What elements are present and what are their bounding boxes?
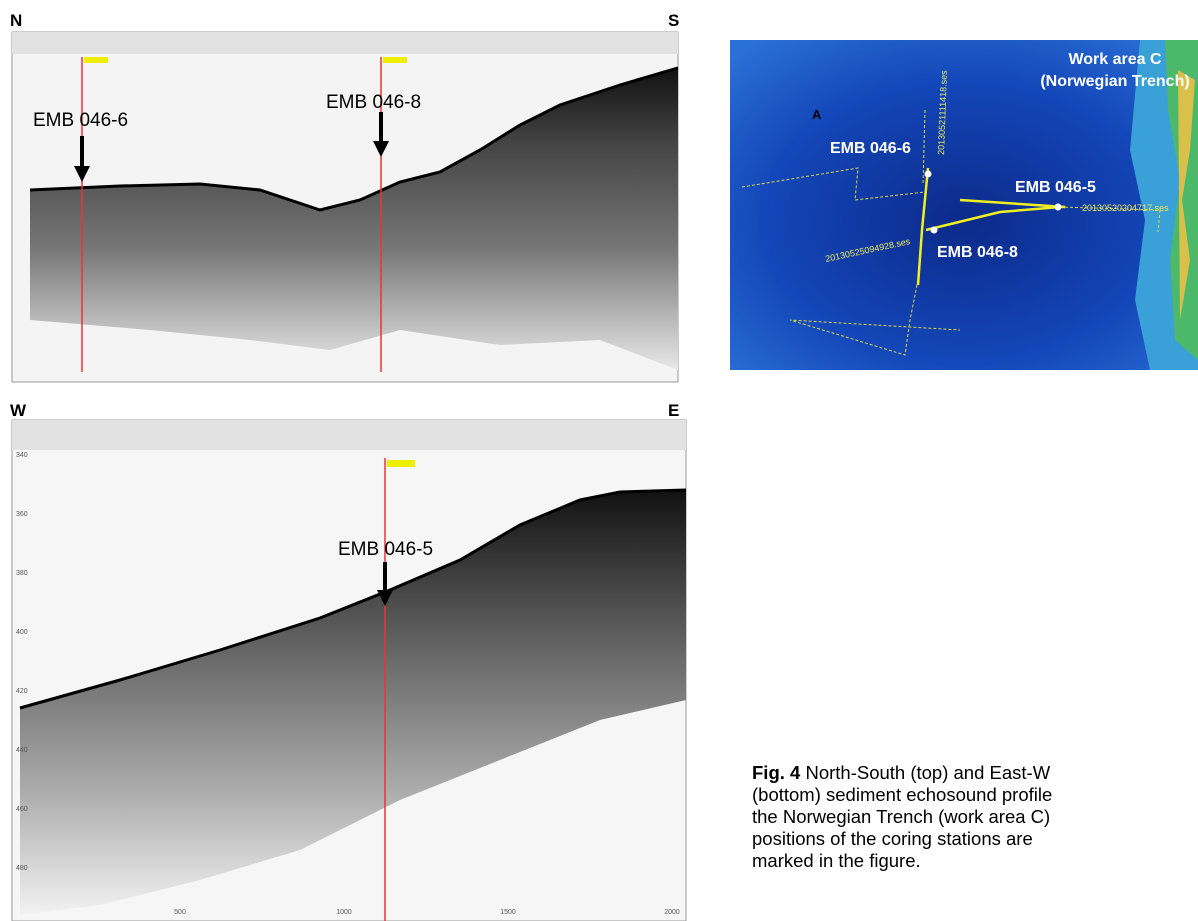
y-tick-label: 380 [16, 570, 28, 577]
map-subtitle: (Norwegian Trench) [1040, 73, 1189, 90]
x-tick-label: 1500 [500, 909, 516, 916]
map-station-label: EMB 046-6 [830, 140, 911, 157]
caption-label: Fig. 4 [752, 762, 800, 783]
direction-label: N [10, 11, 22, 30]
y-tick-label: 440 [16, 747, 28, 754]
caption-line: the Norwegian Trench (work area C) [752, 806, 1052, 828]
y-tick-label: 460 [16, 806, 28, 813]
station-dot [931, 227, 938, 234]
x-tick-label: 500 [174, 909, 186, 916]
map-station-label: EMB 046-8 [937, 244, 1018, 261]
caption-line: (bottom) sediment echosound profile [752, 784, 1052, 806]
direction-label: E [668, 401, 679, 420]
track-label: 20130520204717.ses [1082, 203, 1169, 213]
station-dot [1055, 204, 1062, 211]
profile-header [12, 32, 678, 54]
marker-tag [383, 57, 407, 63]
station-label: EMB 046-8 [326, 92, 421, 113]
map-label: A [812, 107, 822, 122]
caption-text: North-South (top) and East-W [805, 762, 1050, 783]
caption-line: Fig. 4 North-South (top) and East-W [752, 762, 1052, 784]
y-tick-label: 400 [16, 629, 28, 636]
page: N S EMB 046-6 EMB 046-8 Work area C (Nor… [0, 0, 1198, 921]
direction-label: W [10, 401, 27, 420]
profile-header [12, 420, 686, 450]
y-tick-label: 340 [16, 452, 28, 459]
map-station-label: EMB 046-5 [1015, 179, 1096, 196]
y-tick-label: 480 [16, 865, 28, 872]
y-tick-label: 420 [16, 688, 28, 695]
station-label: EMB 046-6 [33, 110, 128, 131]
direction-label: S [668, 11, 679, 30]
station-dot [925, 171, 932, 178]
marker-tag [84, 57, 108, 63]
map-title: Work area C [1068, 51, 1162, 68]
y-tick-label: 360 [16, 511, 28, 518]
x-tick-label: 1000 [336, 909, 352, 916]
station-label: EMB 046-5 [338, 539, 433, 560]
marker-tag [387, 460, 415, 467]
caption-line: positions of the coring stations are [752, 828, 1052, 850]
caption-line: marked in the figure. [752, 850, 1052, 872]
x-tick-label: 2000 [664, 909, 680, 916]
caption: Fig. 4 North-South (top) and East-W (bot… [752, 762, 1052, 872]
